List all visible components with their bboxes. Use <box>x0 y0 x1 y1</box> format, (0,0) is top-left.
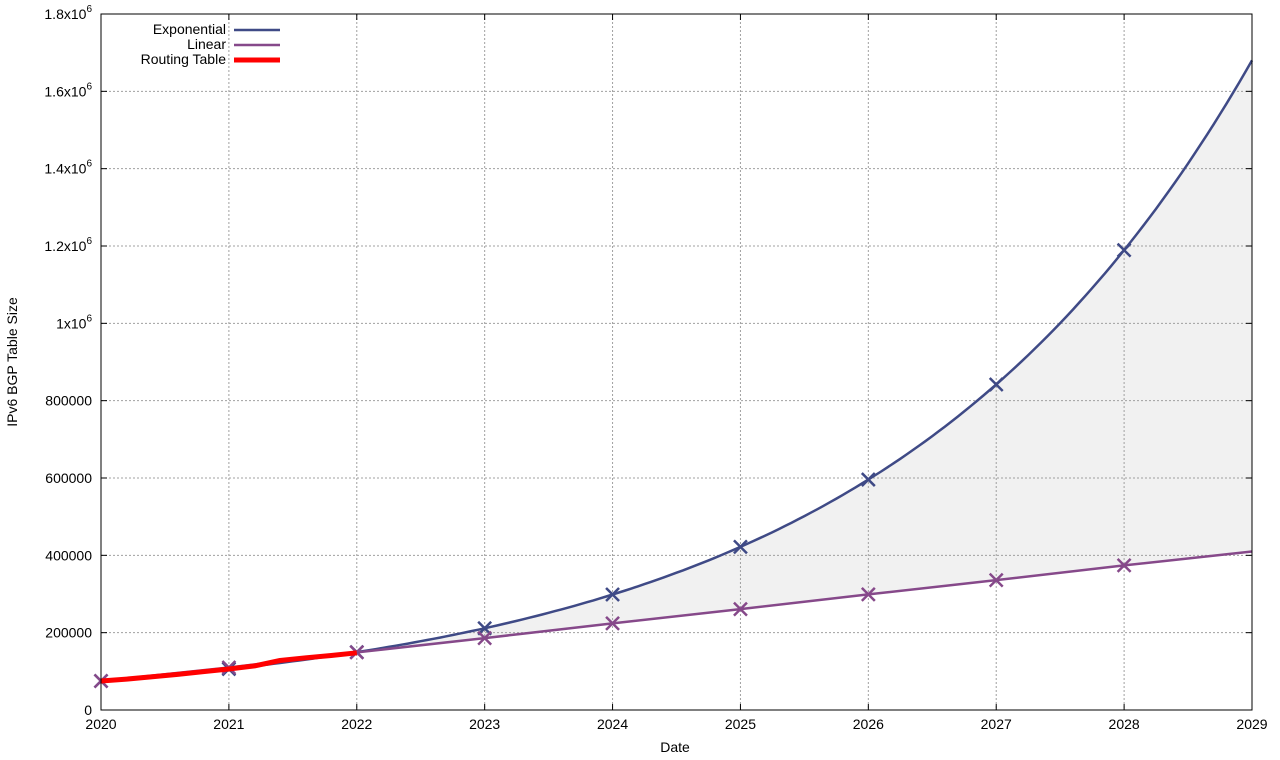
marker-stroke <box>733 601 748 617</box>
x-tick-label: 2029 <box>1236 716 1267 732</box>
plot-frame <box>100 13 1253 711</box>
y-tick-label: 1.2x106 <box>44 236 92 254</box>
y-tick-label: 800000 <box>45 393 92 409</box>
linear-point <box>1116 558 1132 573</box>
x-tick-label: 2027 <box>981 716 1012 732</box>
tick-layer <box>100 13 1253 711</box>
linear-point <box>477 630 493 646</box>
y-tick-label: 1.8x106 <box>44 4 92 22</box>
legend-routing-table: Routing Table <box>141 51 280 67</box>
marker-stroke <box>1116 242 1132 258</box>
linear-point <box>988 572 1004 588</box>
y-tick-label: 200000 <box>45 625 92 641</box>
x-tick-label: 2020 <box>85 716 116 732</box>
x-tick-label: 2023 <box>469 716 500 732</box>
linear-point <box>733 601 748 617</box>
legend-label: Linear <box>187 36 226 52</box>
y-tick-label: 1.4x106 <box>44 159 92 177</box>
routing-table-series-line <box>100 650 358 684</box>
marker-stroke <box>605 616 620 631</box>
x-axis-title: Date <box>660 739 690 755</box>
y-tick-label: 600000 <box>45 470 92 486</box>
marker-stroke <box>988 377 1004 392</box>
x-tick-label: 2026 <box>853 716 884 732</box>
marker-stroke <box>1116 558 1132 573</box>
projection-range-area <box>101 60 1252 681</box>
x-tick-label: 2025 <box>725 716 756 732</box>
legend-label: Routing Table <box>141 51 227 67</box>
legend-label: Exponential <box>153 21 226 37</box>
marker-stroke <box>860 472 876 487</box>
marker-stroke <box>477 630 493 646</box>
grid-layer <box>101 14 1252 710</box>
marker-stroke <box>605 587 620 602</box>
y-tick-label: 400000 <box>45 547 92 563</box>
x-tick-label: 2021 <box>213 716 244 732</box>
linear-point <box>349 645 365 660</box>
marker-stroke <box>733 539 748 555</box>
exponential-point <box>605 587 620 602</box>
y-tick-label: 1x106 <box>56 313 92 331</box>
shaded-area-layer <box>101 60 1252 681</box>
legend-exponential: Exponential <box>153 21 280 37</box>
y-tick-label: 0 <box>84 702 92 718</box>
tick-label-layer: 2020 2021 2022 2023 2024 2025 2026 2027 2028 2029… <box>44 4 1267 732</box>
exponential-point <box>733 539 748 555</box>
exponential-point <box>1116 242 1132 258</box>
exponential-point <box>860 472 876 487</box>
linear-point <box>605 616 620 631</box>
x-tick-label: 2028 <box>1109 716 1140 732</box>
linear-point <box>860 587 876 602</box>
legend-linear: Linear <box>187 36 280 52</box>
y-axis-title: IPv6 BGP Table Size <box>4 297 20 427</box>
marker-stroke <box>349 645 365 660</box>
series-layer <box>93 59 1254 689</box>
x-tick-label: 2024 <box>597 716 628 732</box>
y-tick-label: 1.6x106 <box>44 81 92 99</box>
x-tick-label: 2022 <box>341 716 372 732</box>
exponential-point <box>988 377 1004 392</box>
marker-stroke <box>988 572 1004 588</box>
marker-stroke <box>860 587 876 602</box>
